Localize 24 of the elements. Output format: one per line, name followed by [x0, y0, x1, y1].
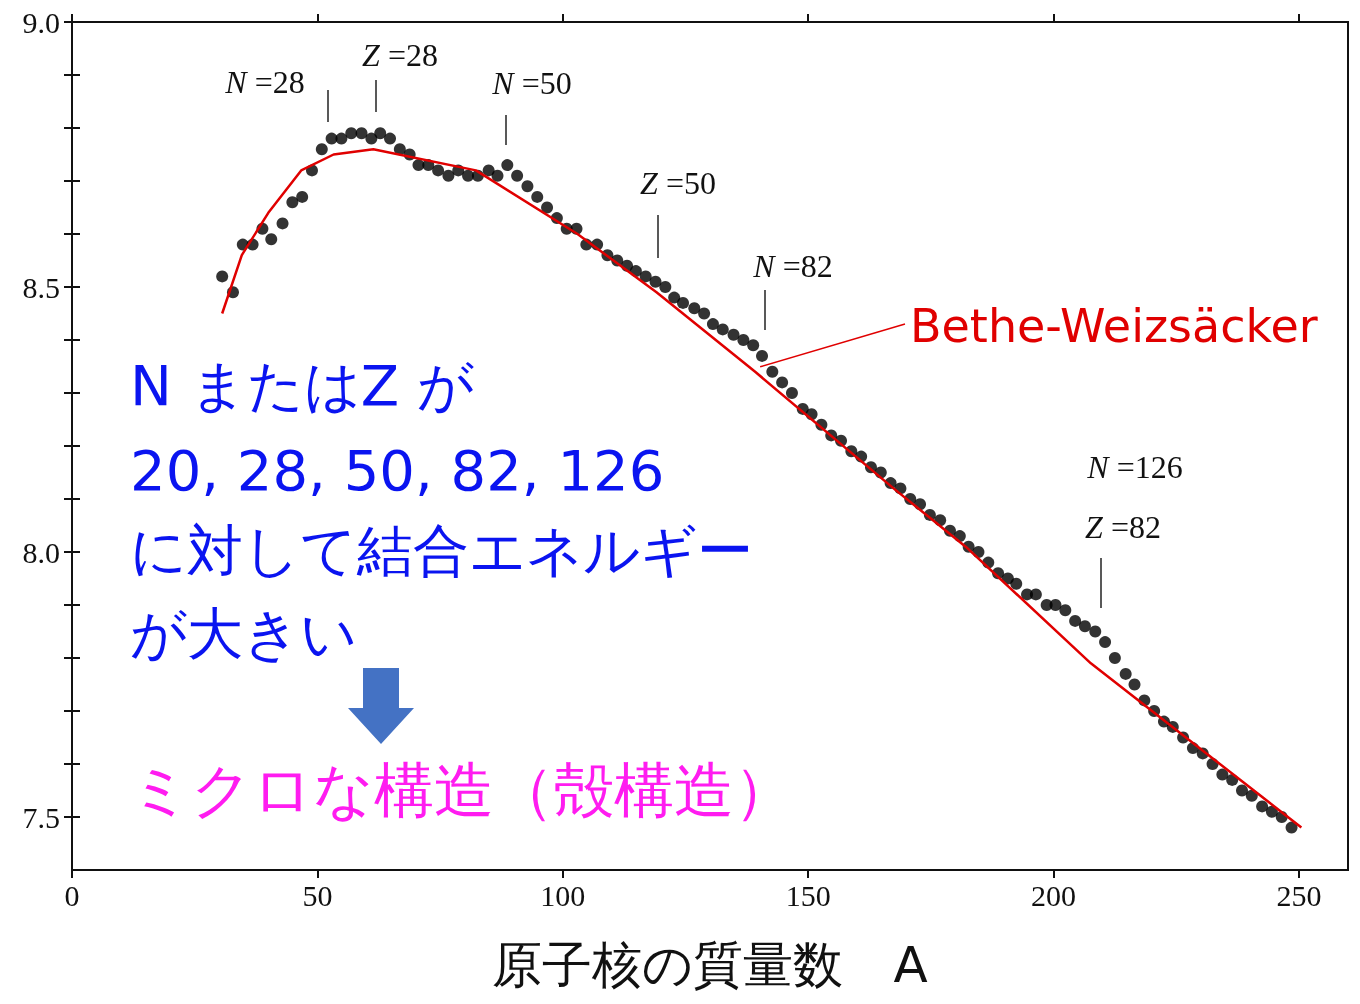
annotation: N またはZ が	[130, 352, 474, 418]
annotation: Z =28	[362, 37, 438, 73]
annotation: Z =82	[1085, 509, 1161, 545]
annotation: が大きい	[130, 600, 357, 666]
annotation: N =82	[752, 248, 833, 284]
x-axis-title: 原子核の質量数 A	[492, 936, 928, 994]
x-tick-label: 100	[540, 878, 586, 912]
x-tick-label: 150	[785, 878, 831, 912]
annotation: N =28	[224, 64, 305, 100]
annotation: N =50	[491, 65, 572, 101]
x-tick-label: 50	[302, 878, 333, 912]
x-tick-label: 200	[1031, 878, 1077, 912]
x-tick-label: 250	[1276, 878, 1322, 912]
annotation: 20, 28, 50, 82, 126	[130, 437, 665, 503]
y-tick-label: 7.5	[22, 800, 60, 834]
annotation: ミクロな構造（殻構造）	[130, 755, 794, 825]
x-tick-label: 0	[64, 878, 80, 912]
y-tick-label: 8.5	[22, 270, 60, 304]
annotation: N =126	[1086, 449, 1183, 485]
legend-label: Bethe-Weizsäcker	[910, 299, 1318, 353]
annotation: Z =50	[640, 165, 716, 201]
annotation: に対して結合エネルギー	[130, 517, 753, 583]
y-tick-label: 8.0	[22, 535, 60, 569]
y-tick-label: 9.0	[22, 5, 60, 39]
